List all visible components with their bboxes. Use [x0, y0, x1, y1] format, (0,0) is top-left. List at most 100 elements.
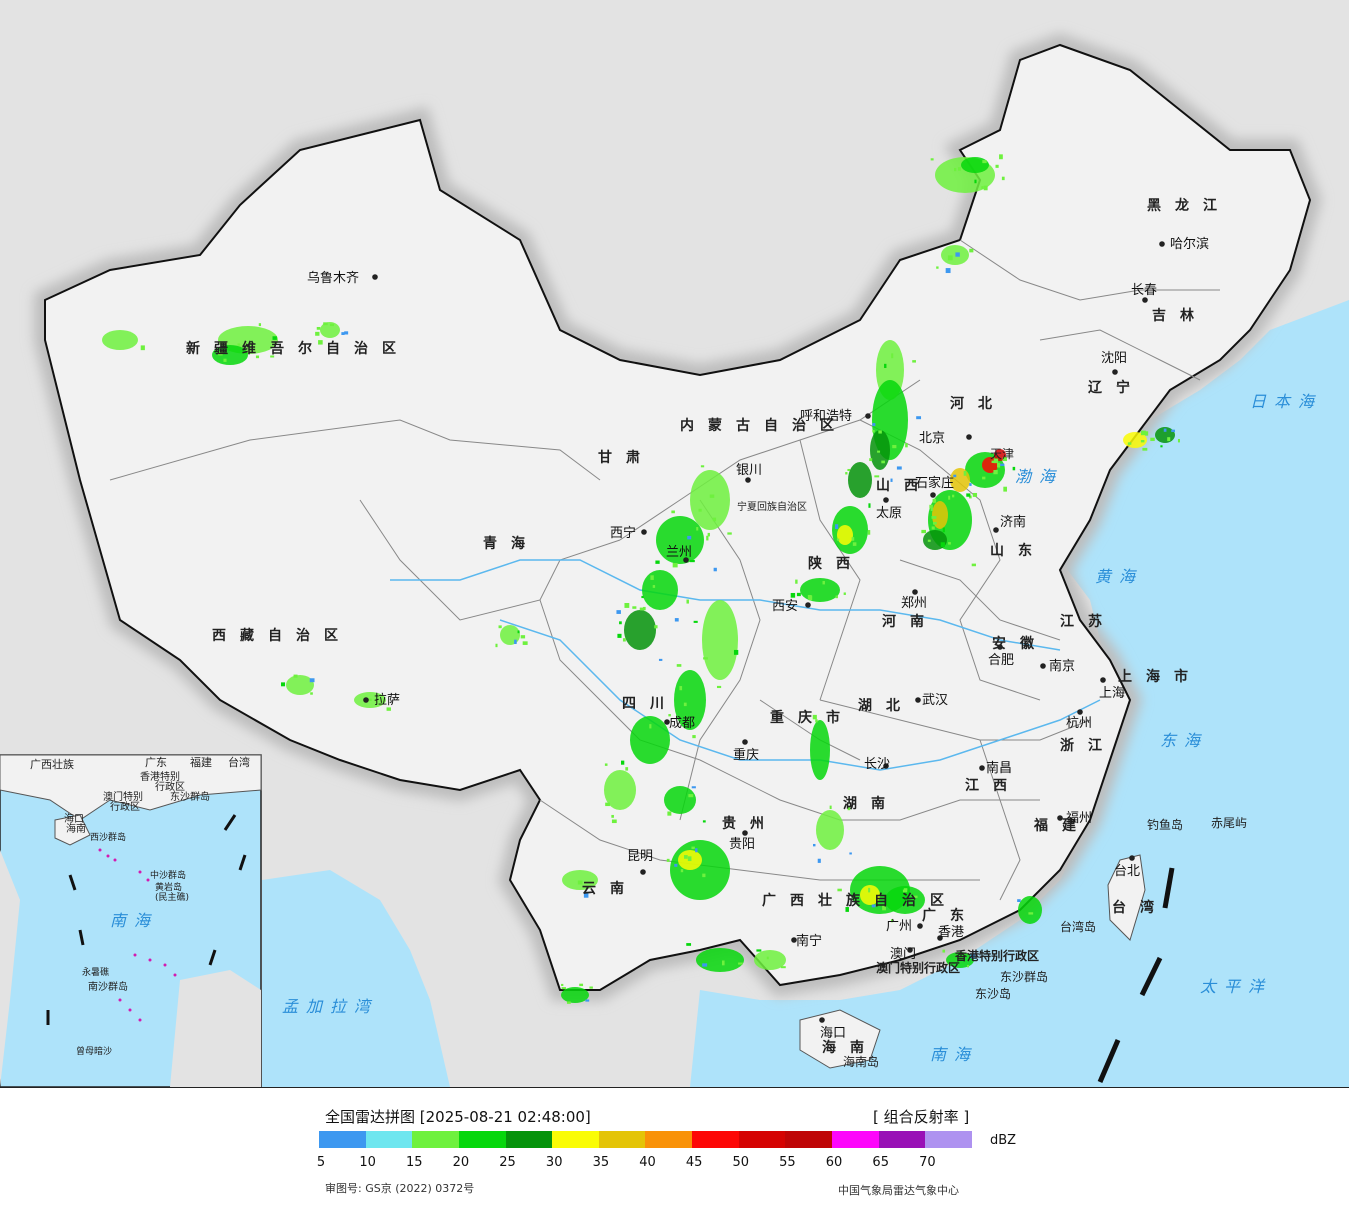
scale-swatch: [552, 1131, 599, 1148]
echo-speckle: [738, 962, 743, 965]
echo-speckle: [272, 336, 277, 340]
legend-title: 全国雷达拼图 [2025-08-21 02:48:00]: [325, 1108, 591, 1126]
label-ribenhai: 日本海: [1250, 392, 1322, 411]
legend-panel: 全国雷达拼图 [2025-08-21 02:48:00] [ 组合反射率 ] 5…: [0, 1088, 1349, 1208]
inset-label-fujian: 福建: [190, 755, 212, 769]
label-hainan: 海南: [822, 1039, 878, 1056]
label-huanghai: 黄海: [1095, 567, 1143, 586]
label-dongshadao: 东沙岛: [975, 986, 1011, 1001]
echo-speckle: [329, 323, 334, 327]
echo-speckle: [955, 252, 960, 257]
city-label-shijiazhuang: 石家庄: [915, 475, 954, 491]
echo-blob: [656, 516, 704, 564]
echo-speckle: [310, 692, 313, 695]
echo-speckle: [892, 444, 897, 449]
echo-speckle: [882, 905, 886, 911]
echo-speckle: [140, 345, 145, 351]
boundary-dashes: [1097, 867, 1175, 1083]
echo-speckle: [970, 954, 975, 959]
label-shanxi: 山西: [876, 478, 932, 494]
echo-blob: [860, 885, 880, 905]
echo-speckle: [1142, 447, 1148, 451]
echo-speckle: [693, 620, 698, 623]
echo-speckle: [632, 606, 637, 609]
echo-speckle: [954, 167, 957, 172]
echo-speckle: [969, 248, 974, 253]
echo-speckle: [945, 268, 951, 274]
echo-speckle: [566, 1001, 571, 1004]
echo-blob: [932, 501, 948, 529]
echo-speckle: [836, 538, 840, 541]
echo-speckle: [316, 326, 321, 330]
label-macao-sar: 澳门特别行政区: [876, 960, 960, 975]
echo-speckle: [707, 532, 710, 537]
scale-swatch: [458, 1131, 506, 1148]
label-qinghai: 青海: [483, 535, 539, 552]
scale-swatch: [738, 1131, 786, 1148]
echo-speckle: [868, 887, 871, 893]
bay-of-bengal: [262, 870, 450, 1087]
echo-speckle: [579, 983, 584, 987]
echo-speckle: [686, 943, 692, 946]
label-yunnan: 云南: [582, 880, 638, 897]
echo-speckle: [514, 639, 517, 645]
echo-speckle: [224, 345, 228, 349]
city-dot-lanzhou: [683, 557, 689, 563]
label-hainandao: 海南岛: [843, 1054, 879, 1069]
echo-speckle: [703, 657, 708, 660]
echo-speckle: [872, 429, 875, 433]
echo-speckle: [849, 852, 852, 855]
echo-speckle: [867, 530, 871, 535]
label-taiwan: 台湾: [1112, 899, 1168, 916]
echo-speckle: [982, 476, 986, 480]
city-dot-yinchuan: [745, 477, 751, 483]
echo-speckle: [255, 355, 260, 359]
city-label-haikou: 海口: [820, 1026, 846, 1041]
echo-speckle: [641, 595, 644, 599]
echo-speckle: [963, 470, 967, 476]
city-label-hangzhou: 杭州: [1066, 716, 1092, 731]
city-dot-wuhan: [915, 697, 921, 703]
echo-blob: [810, 720, 830, 780]
echo-blob: [816, 810, 844, 850]
echo-speckle: [874, 475, 880, 478]
echo-speckle: [700, 465, 705, 468]
echo-blob: [961, 157, 989, 173]
echo-speckle: [808, 595, 813, 601]
echo-speckle: [966, 493, 971, 497]
echo-speckle: [822, 580, 825, 585]
echo-speckle: [687, 535, 692, 540]
city-dot-beijing: [966, 434, 972, 440]
echo-speckle: [1177, 438, 1180, 443]
city-dot-xian: [805, 602, 811, 608]
echo-speckle: [611, 814, 614, 818]
echo-speckle: [843, 592, 846, 595]
echo-speckle: [616, 610, 621, 614]
echo-blob: [624, 610, 656, 650]
city-label-urumqi: 乌鲁木齐: [307, 270, 359, 286]
echo-speckle: [658, 658, 663, 661]
echo-speckle: [691, 846, 695, 850]
city-label-zhengzhou: 郑州: [901, 596, 927, 611]
echo-speckle: [1001, 176, 1005, 181]
scale-swatch: [832, 1131, 879, 1148]
echo-speckle: [890, 478, 893, 482]
echo-speckle: [621, 760, 625, 765]
echo-speckle: [916, 416, 922, 420]
province-labels: 新疆维吾尔自治区 西藏自治区 青海 甘肃 内蒙古自治区 黑龙江 吉林 辽宁 河北…: [186, 197, 1217, 1056]
inset-label-guangdong: 广东: [145, 756, 167, 769]
inset-label-nansha: 南沙群岛: [88, 980, 128, 993]
label-jilin: 吉林: [1152, 307, 1208, 324]
scale-tick: 65: [872, 1155, 889, 1170]
city-dot-chengdu: [664, 719, 670, 725]
echo-blob: [674, 670, 706, 730]
echo-speckle: [702, 873, 706, 878]
sea-labels: 渤海 黄海 东海 南海 日本海 太平洋 孟加拉湾: [282, 392, 1322, 1064]
echo-blob: [500, 625, 520, 645]
echo-speckle: [829, 805, 832, 810]
echo-speckle: [713, 567, 717, 572]
scale-swatch: [645, 1131, 693, 1148]
echo-blob: [837, 525, 853, 545]
echo-blob: [696, 948, 744, 972]
echo-speckle: [1144, 431, 1149, 436]
